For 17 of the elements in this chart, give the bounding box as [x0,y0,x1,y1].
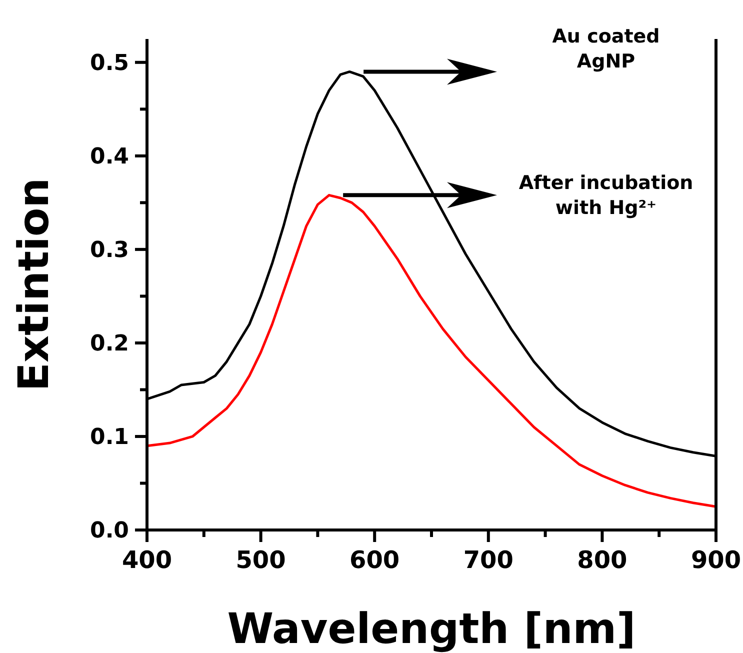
annotation: Au coated AgNP [552,26,660,73]
y-tick-label: 0.3 [90,238,129,264]
y-axis-title: Extintion [9,178,58,392]
x-tick-label: 900 [690,546,742,574]
line-series [146,194,718,508]
y-tick-label: 0.4 [90,144,129,170]
x-tick-label: 700 [463,546,514,574]
y-tick-label: 0.5 [90,51,129,76]
y-tick-label: 0.1 [90,425,129,450]
x-axis-title: Wavelength [nm] [227,604,636,653]
x-tick-label: 500 [236,546,286,574]
y-tick-label: 0.0 [90,518,129,544]
y-tick-label: 0.2 [90,332,129,357]
annotation: After incubation with Hg²⁺ [518,172,694,220]
x-tick-label: 400 [122,546,172,574]
x-tick-label: 600 [350,546,400,574]
x-tick-label: 800 [577,546,628,574]
